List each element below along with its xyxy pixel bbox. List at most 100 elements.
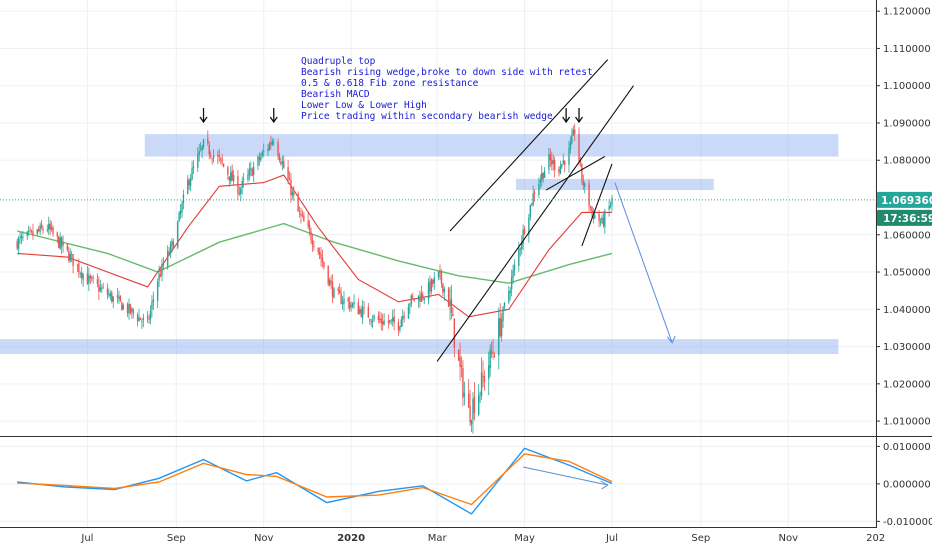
candle-body <box>179 210 182 215</box>
candle <box>197 147 199 172</box>
candle-body <box>338 290 341 294</box>
candle-body <box>27 230 30 232</box>
candle <box>331 274 334 303</box>
candle <box>423 297 425 305</box>
candle <box>490 341 493 358</box>
resistance-support-zone[interactable] <box>0 339 839 355</box>
candle-body <box>211 158 213 160</box>
candle <box>380 312 382 331</box>
macd-tick-label: -0.010000 <box>883 517 932 528</box>
candle-body <box>480 372 483 396</box>
wedge-trendline[interactable] <box>436 85 634 362</box>
candle-body <box>267 148 269 151</box>
candle-body <box>66 243 69 250</box>
candle <box>308 220 311 236</box>
candle-body <box>240 188 242 195</box>
candle <box>449 286 451 321</box>
candle-body <box>98 284 100 292</box>
candle <box>26 230 28 240</box>
candle <box>273 138 275 147</box>
candle <box>89 273 91 285</box>
candle <box>46 224 48 233</box>
candle <box>263 143 265 157</box>
candle-body <box>359 309 361 314</box>
wedge-trendline[interactable] <box>545 156 606 191</box>
candle-body <box>148 318 150 320</box>
time-axis-labels[interactable]: Jul Sep Nov 2020 Mar May Jul Sep Nov 202 <box>80 533 885 544</box>
candle <box>177 220 179 250</box>
price-tick-label: 1.120000 <box>883 7 931 18</box>
price-badge[interactable]: 1.069360 <box>877 191 932 208</box>
candle-body <box>351 303 354 307</box>
candle <box>493 351 496 358</box>
candle <box>271 138 274 146</box>
candle-body <box>131 308 133 312</box>
macd-axis-labels[interactable]: 0.010000 0.000000 -0.010000 <box>876 442 932 528</box>
projection-arrow-line[interactable] <box>614 182 673 344</box>
current-price-label: 1.069360 <box>881 195 932 207</box>
candle-body <box>278 154 281 161</box>
candle-body <box>333 288 335 299</box>
candle-body <box>350 305 352 307</box>
candle <box>559 160 562 175</box>
price-axis-labels[interactable]: 1.010000 1.020000 1.030000 1.040000 1.050000… <box>876 7 931 428</box>
candle-body <box>591 206 593 213</box>
candle-body <box>241 180 243 188</box>
candle-body <box>192 166 195 169</box>
candle-body <box>400 319 403 328</box>
candle-body <box>108 294 110 296</box>
resistance-support-zone[interactable] <box>144 134 839 157</box>
candle <box>76 264 79 273</box>
candle-body <box>608 206 610 210</box>
candle <box>548 147 550 174</box>
candle-body <box>407 306 410 319</box>
candle-body <box>380 318 382 323</box>
candle <box>37 225 40 233</box>
candle <box>258 152 261 166</box>
candle-body <box>62 242 64 246</box>
wedge-trendline[interactable] <box>581 163 613 247</box>
candle <box>192 160 195 175</box>
candle-body <box>293 192 295 196</box>
candle-body <box>228 176 231 181</box>
candle <box>232 169 235 186</box>
candle <box>442 283 444 296</box>
candle-body <box>584 183 586 187</box>
candle-body <box>598 213 600 222</box>
candle-body <box>479 392 481 394</box>
candle-body <box>543 171 546 178</box>
wedge-trendline[interactable] <box>449 59 609 232</box>
candle-body <box>59 237 61 249</box>
macd-pane <box>17 447 613 515</box>
candle <box>217 150 219 165</box>
candle-body <box>443 288 445 293</box>
candle <box>562 153 564 166</box>
candle-body <box>377 316 380 320</box>
candle-body <box>373 315 375 320</box>
candle-body <box>212 155 215 159</box>
candle-body <box>318 251 321 255</box>
drawn-trendlines[interactable] <box>199 59 676 362</box>
candle <box>60 236 63 255</box>
candle <box>297 191 299 212</box>
candle <box>283 155 285 169</box>
candle-body <box>141 321 143 322</box>
candle <box>169 240 172 259</box>
candle <box>288 171 291 181</box>
candle <box>318 247 321 260</box>
candle <box>357 298 360 315</box>
resistance-support-zone[interactable] <box>515 178 714 191</box>
candle-body <box>320 254 322 259</box>
candle <box>538 177 540 199</box>
candle <box>70 250 73 263</box>
candle-body <box>513 264 516 271</box>
candle <box>443 286 445 301</box>
candle-body <box>142 317 145 321</box>
candle-body <box>198 151 200 156</box>
top-marker-arrow-head <box>269 116 278 124</box>
macd-divergence-arrowhead <box>600 480 609 490</box>
candle-body <box>261 152 263 156</box>
candle-body <box>387 320 390 323</box>
candle-body <box>538 184 540 196</box>
